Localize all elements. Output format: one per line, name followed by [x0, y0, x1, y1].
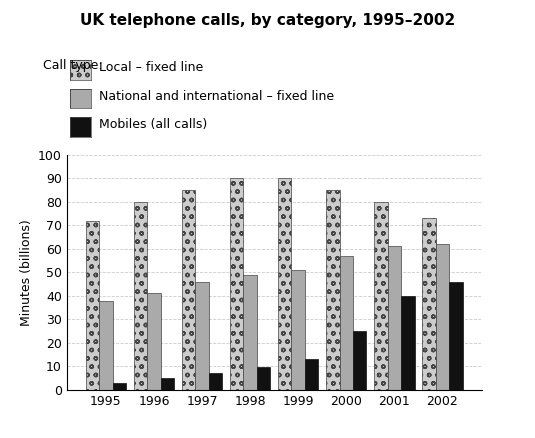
Bar: [113, 383, 126, 390]
Text: Local – fixed line: Local – fixed line: [99, 61, 203, 74]
Bar: [292, 270, 305, 390]
Bar: [182, 190, 195, 390]
Text: Call type:: Call type:: [43, 59, 102, 72]
Bar: [401, 296, 415, 390]
Bar: [160, 378, 174, 390]
Bar: [195, 282, 209, 390]
Text: National and international – fixed line: National and international – fixed line: [99, 90, 334, 103]
Bar: [209, 373, 222, 390]
Bar: [278, 178, 292, 390]
Bar: [435, 244, 449, 390]
Y-axis label: Minutes (billions): Minutes (billions): [20, 219, 33, 326]
Bar: [374, 202, 388, 390]
Bar: [422, 218, 435, 390]
Bar: [305, 359, 318, 390]
Bar: [86, 221, 99, 390]
Bar: [388, 247, 401, 390]
Bar: [99, 300, 113, 390]
Text: Mobiles (all calls): Mobiles (all calls): [99, 118, 207, 131]
Bar: [353, 331, 366, 390]
Bar: [326, 190, 340, 390]
Bar: [134, 202, 147, 390]
Bar: [449, 282, 463, 390]
Bar: [230, 178, 243, 390]
Bar: [340, 256, 353, 390]
Text: UK telephone calls, by category, 1995–2002: UK telephone calls, by category, 1995–20…: [80, 13, 455, 28]
Bar: [257, 367, 270, 390]
Bar: [147, 293, 160, 390]
Bar: [243, 275, 257, 390]
